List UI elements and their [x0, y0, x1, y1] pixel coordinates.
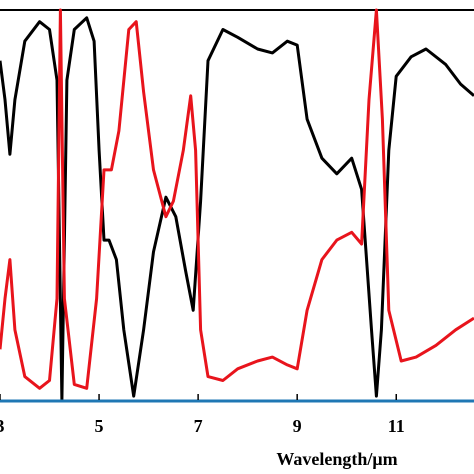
x-tick-label: 5: [95, 416, 104, 436]
x-tick-label: 3: [0, 416, 5, 436]
x-tick-label: 11: [388, 416, 405, 436]
x-tick-label: 9: [293, 416, 302, 436]
data-line: [0, 16, 474, 402]
x-axis-label: Wavelength/μm: [276, 449, 397, 469]
x-tick-label: 7: [194, 416, 203, 436]
data-line: [0, 8, 474, 390]
